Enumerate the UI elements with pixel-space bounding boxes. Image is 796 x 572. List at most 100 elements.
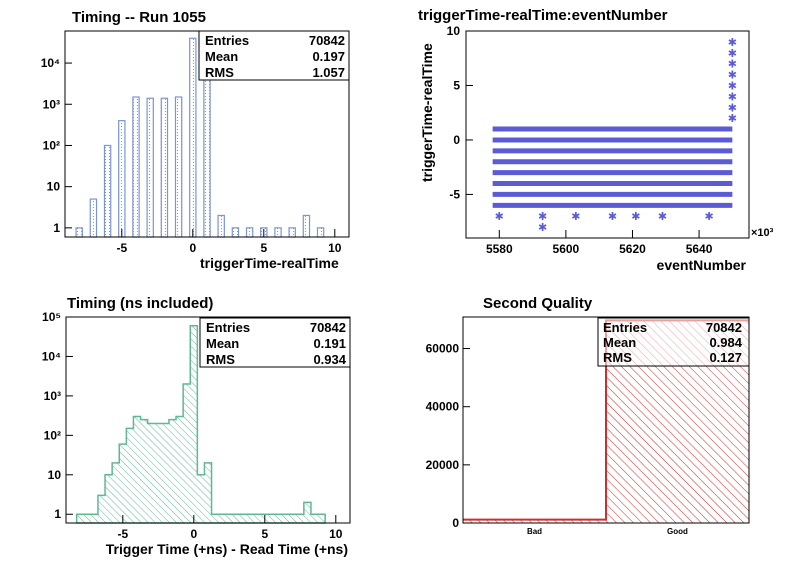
scatter-point: ✱ [728,80,737,92]
y-axis-label: triggerTime-realTime [419,43,435,182]
x-tick-label: 10 [329,527,343,541]
stats-rms-value: 0.127 [709,350,742,365]
x-axis-label: Trigger Time (+ns) - Read Time (+ns) [106,541,348,557]
scatter-point: ✱ [704,211,713,223]
stats-mean-label: Mean [206,336,239,351]
x-multiplier: ×10³ [751,227,774,239]
stats-box: Entries 70842 Mean 0.984 RMS 0.127 [597,317,750,367]
x-tick-label: 5580 [486,242,513,256]
histogram-bar [245,227,254,238]
stats-frame [597,317,750,367]
histogram-bar [231,227,240,238]
plot-frame [65,316,351,524]
y-tick-label: 10² [43,138,60,152]
stats-rms-value: 1.057 [312,65,345,80]
stats-mean-value: 0.191 [313,336,346,351]
y-tick-label: 10 [447,24,461,38]
x-tick-label: 0 [190,527,197,541]
histogram-bar [288,227,296,238]
histogram-bar [302,214,311,238]
bar-bad [463,519,606,523]
y-tick-label: 1 [54,507,61,521]
x-axis-label: triggerTime-realTime [200,255,339,271]
scatter-point: ✱ [631,211,640,223]
stats-mean-label: Mean [603,335,636,350]
histogram-bar [217,214,225,238]
plot-area: 1 10 10² 10³ 10⁴ -5 0 5 10 [41,37,342,255]
histogram-bar [89,198,98,238]
x-tick-label: 10 [328,241,342,255]
chart-title: triggerTime-realTime:eventNumber [418,7,668,24]
y-tick-label: 10⁵ [42,310,61,324]
histogram-bar [75,227,83,238]
y-tick-label: 10 [47,180,61,194]
x-category-label: Good [667,527,688,536]
scatter-point: ✱ [728,102,737,114]
y-tick-label: 10⁴ [42,349,61,363]
stats-mean-label: Mean [205,49,238,64]
y-tick-label: 60000 [426,342,460,356]
x-tick-label: -5 [116,241,127,255]
chart-title: Timing -- Run 1055 [72,9,206,26]
x-category-label: Bad [527,527,542,536]
stats-entries-value: 70842 [310,320,346,335]
panel-timing-ns: Timing (ns included) 1 10 10² 10³ 10⁴ 10⁵ -5 0 5… [42,295,351,557]
x-tick-label: 5640 [686,242,713,256]
stats-rms-label: RMS [206,352,235,367]
panel-scatter: triggerTime-realTime:eventNumber ✱✱✱ ✱ ✱ ✱ ✱… [418,7,774,273]
y-tick-label: 0 [453,133,460,147]
stats-rms-value: 0.934 [313,352,346,367]
scatter-point: ✱ [608,211,617,223]
x-axis-label: eventNumber [657,257,747,273]
y-tick-label: 10² [44,428,61,442]
y-tick-label: -5 [449,187,460,201]
x-tick-label: -5 [117,527,128,541]
chart-title: Timing (ns included) [67,295,213,312]
scatter-point: ✱ [658,211,667,223]
stats-entries-value: 70842 [309,33,345,48]
y-tick-label: 5 [453,78,460,92]
histogram-bar [274,227,282,238]
histogram-bar [146,97,154,238]
scatter-point: ✱ [728,113,737,125]
histogram-bar [132,96,140,238]
scatter-point: ✱ [538,222,547,234]
y-tick-label: 40000 [426,400,460,414]
scatter-point: ✱ [728,70,737,82]
plot-frame [465,30,750,239]
y-tick-label: 10⁴ [41,56,60,70]
y-tick-label: 1 [53,221,60,235]
scatter-point: ✱ [728,48,737,60]
y-tick-label: 0 [452,516,459,530]
panel-timing-run: Timing -- Run 1055 1 10 10² 10³ 10⁴ -5 0 5 10 tr… [41,9,350,271]
scatter-point: ✱ [728,37,737,49]
scatter-point: ✱ [495,211,504,223]
stats-rms-label: RMS [205,65,234,80]
histogram-bar [174,96,183,238]
histogram-bar [118,120,126,238]
scatter-point: ✱ [571,211,580,223]
x-tick-label: 0 [189,241,196,255]
scatter-point: ✱ [728,59,737,71]
stats-box: Entries 70842 Mean 0.197 RMS 1.057 [198,30,350,81]
scatter-point: ✱ [538,211,547,223]
x-tick-label: 5 [261,527,268,541]
plot-area: 1 10 10² 10³ 10⁴ 10⁵ -5 0 5 10 [42,310,343,541]
y-tick-label: 10³ [44,389,61,403]
stats-rms-label: RMS [603,350,632,365]
panel-second-quality: Second Quality 0 20000 40000 60000 Bad Good E… [426,295,750,536]
x-tick-label: 5600 [553,242,580,256]
stats-frame [199,317,351,368]
stats-box: Entries 70842 Mean 0.191 RMS 0.934 [199,317,351,368]
stats-entries-label: Entries [603,320,647,335]
stats-mean-value: 0.984 [709,335,742,350]
histogram-bar [160,97,169,238]
stats-entries-label: Entries [206,320,250,335]
histogram-bar [189,37,197,238]
histogram-bar [316,227,325,238]
scatter-point: ✱ [728,91,737,103]
chart-title: Second Quality [483,295,593,312]
histogram-bar [103,144,112,238]
